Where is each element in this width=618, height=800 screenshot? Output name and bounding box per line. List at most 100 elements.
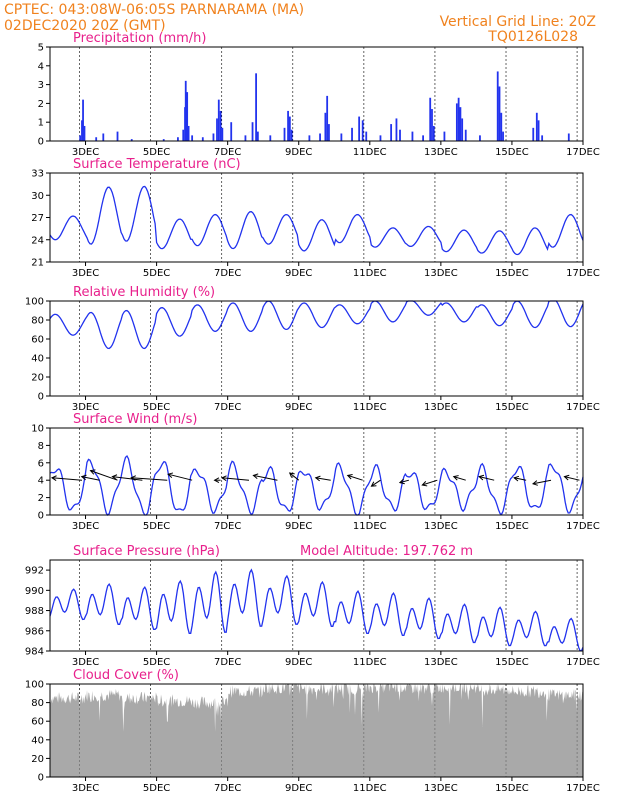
precip-bar xyxy=(361,120,364,141)
x-tick-label: 7DEC xyxy=(214,657,241,668)
x-tick-label: 7DEC xyxy=(214,783,241,794)
precip-bar xyxy=(457,97,460,141)
y-tick-label: 30 xyxy=(31,191,44,202)
wind-arrow xyxy=(289,472,300,481)
wind-arrow-head xyxy=(80,474,87,481)
x-tick-label: 9DEC xyxy=(285,268,312,279)
x-tick-label: 17DEC xyxy=(566,521,600,532)
precip-bar xyxy=(567,133,570,141)
y-tick-label: 988 xyxy=(25,606,44,617)
series-line xyxy=(49,454,584,516)
y-tick-label: 10 xyxy=(31,424,44,435)
precip-bar xyxy=(395,118,398,141)
precip-bar xyxy=(251,122,254,141)
y-tick-label: 21 xyxy=(31,258,44,269)
y-tick-label: 40 xyxy=(31,354,44,365)
y-tick-label: 33 xyxy=(31,169,44,180)
y-tick-label: 0 xyxy=(38,392,44,403)
precip-bar xyxy=(162,139,165,141)
precip-bar xyxy=(283,127,286,141)
wind-arrow xyxy=(371,479,381,487)
wind-arrow-head xyxy=(111,474,118,480)
precip-bar xyxy=(537,120,540,141)
precip-bar xyxy=(496,71,499,141)
x-tick-label: 17DEC xyxy=(566,268,600,279)
precip-bar xyxy=(255,73,257,141)
x-tick-label: 11DEC xyxy=(353,657,387,668)
y-tick-label: 27 xyxy=(31,213,44,224)
wind-arrow-head xyxy=(563,474,570,481)
y-tick-label: 80 xyxy=(31,316,44,327)
precip-bar xyxy=(102,133,105,141)
wind-arrow xyxy=(514,477,527,481)
x-tick-label: 15DEC xyxy=(495,402,529,413)
x-tick-label: 13DEC xyxy=(424,783,458,794)
precip-bar xyxy=(498,86,501,141)
x-tick-label: 5DEC xyxy=(143,521,170,532)
wind-arrow xyxy=(453,476,466,481)
panel-title: Precipitation (mm/h) xyxy=(73,31,206,46)
x-tick-label: 15DEC xyxy=(495,657,529,668)
precip-bar xyxy=(502,131,504,141)
precip-bar xyxy=(217,99,220,141)
wind-arrow-head xyxy=(50,475,57,481)
wind-arrow xyxy=(90,470,118,481)
wind-arrow xyxy=(479,476,495,481)
y-tick-label: 4 xyxy=(38,476,44,487)
y-tick-label: 20 xyxy=(31,754,44,765)
precip-bar xyxy=(340,133,343,141)
precip-bar xyxy=(83,125,86,141)
wind-arrow xyxy=(51,477,83,481)
precip-bar xyxy=(422,135,424,141)
precip-bar xyxy=(244,135,247,141)
y-tick-label: 5 xyxy=(38,43,44,54)
series-line xyxy=(49,568,584,652)
x-tick-label: 5DEC xyxy=(143,783,170,794)
precip-bar xyxy=(324,112,327,141)
precip-bar xyxy=(230,122,233,141)
precip-bar xyxy=(326,95,329,141)
wind-arrow-head xyxy=(421,481,428,487)
wind-arrow-head xyxy=(452,475,459,481)
wind-arrow-head xyxy=(314,475,321,482)
y-tick-label: 0 xyxy=(38,511,44,522)
wind-arrow-head xyxy=(167,472,174,478)
plot-frame xyxy=(49,172,584,263)
temperature-panel: Surface Temperature (nC) 21 24 27 30 33 3DEC 5D… xyxy=(31,157,600,279)
x-tick-label: 7DEC xyxy=(214,521,241,532)
x-tick-label: 11DEC xyxy=(353,521,387,532)
precip-bar xyxy=(82,99,84,141)
y-tick-label: 8 xyxy=(38,441,44,452)
precipitation-panel: Precipitation (mm/h) 0 1 2 3 4 5 3DEC 5DEC 7DEC 9D… xyxy=(38,31,600,158)
wind-arrow xyxy=(168,473,193,481)
panel-title: Relative Humidity (%) xyxy=(73,285,215,300)
precip-bar xyxy=(459,107,462,141)
wind-panel: Surface Wind (m/s) 0 2 4 6 8 10 3DEC 5DEC 7DEC 9DE… xyxy=(31,412,600,532)
header-grid-line: Vertical Grid Line: 20Z xyxy=(440,14,596,30)
x-tick-label: 7DEC xyxy=(214,147,241,158)
precip-bar xyxy=(212,133,215,141)
wind-arrow xyxy=(131,477,168,481)
x-tick-label: 11DEC xyxy=(353,268,387,279)
wind-arrow-head xyxy=(220,475,227,481)
precip-bar xyxy=(256,131,259,141)
precip-bar xyxy=(411,131,414,141)
x-tick-label: 5DEC xyxy=(143,147,170,158)
wind-arrow xyxy=(221,477,250,481)
precip-bar xyxy=(187,125,190,141)
precip-bar xyxy=(328,124,330,141)
wind-arrow xyxy=(422,479,438,486)
x-tick-label: 15DEC xyxy=(495,147,529,158)
pressure-panel: Surface Pressure (hPa) Model Altitude: 19… xyxy=(25,544,600,668)
y-tick-label: 0 xyxy=(38,773,44,784)
precip-bar xyxy=(177,137,179,141)
x-tick-label: 13DEC xyxy=(424,147,458,158)
precip-bar xyxy=(390,124,393,141)
precip-bar xyxy=(535,112,538,141)
x-tick-label: 9DEC xyxy=(285,657,312,668)
plot-frame xyxy=(49,427,584,516)
precip-bar xyxy=(399,129,401,141)
x-tick-label: 9DEC xyxy=(285,783,312,794)
y-tick-label: 20 xyxy=(31,373,44,384)
precip-bar xyxy=(319,133,321,141)
